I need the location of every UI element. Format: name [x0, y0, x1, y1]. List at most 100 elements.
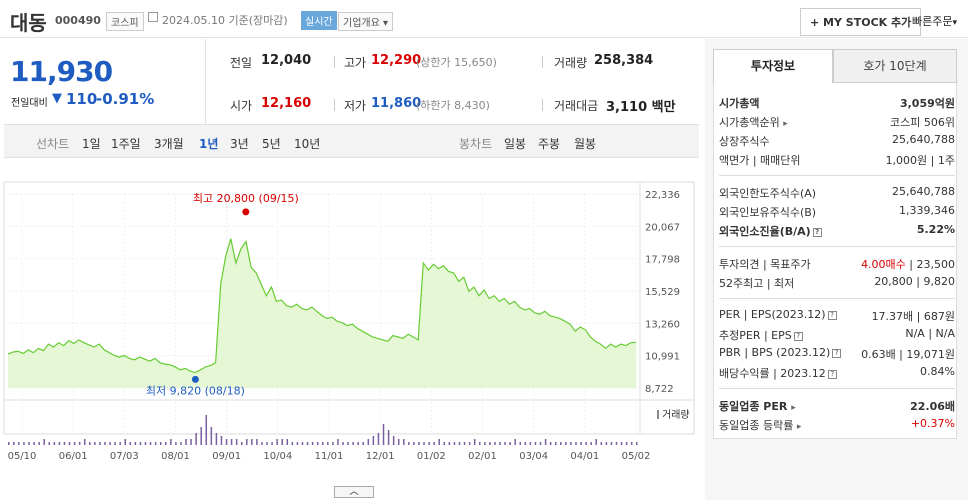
volume-bar: [53, 442, 56, 445]
volume-bar: [240, 442, 243, 445]
week52-label: 52주최고 | 최저: [719, 277, 795, 290]
volume-bar: [418, 442, 420, 445]
volume-bar: [261, 442, 263, 445]
x-tick-label: 12/01: [366, 451, 395, 462]
volume-bar: [489, 442, 491, 445]
chevron-right-icon: ▸: [796, 422, 802, 432]
volume-bar: [509, 442, 511, 445]
tab-hoga-10[interactable]: 호가 10단계: [833, 49, 957, 83]
realtime-button[interactable]: 실시간: [301, 11, 337, 30]
volume-bar: [468, 442, 471, 445]
chevron-down-icon: ▾: [952, 18, 958, 28]
volume-bar: [266, 442, 268, 445]
candle-chart-label: 봉차트: [459, 137, 493, 151]
pbr-row: PBR | BPS (2023.12)? 0.63배 | 19,071원: [719, 346, 955, 364]
y-tick-label: 10,991: [645, 352, 680, 363]
volume-bar: [438, 439, 440, 445]
tab-invest-info[interactable]: 투자정보: [713, 49, 833, 83]
week52-row: 52주최고 | 최저 20,800 | 9,820: [719, 275, 955, 293]
sector-rate-row[interactable]: 동일업종 등락률 ▸ +0.37%: [719, 417, 955, 435]
volume-bar: [301, 442, 304, 445]
sector-rate-value: +0.37%: [910, 417, 955, 430]
volume-bar: [185, 439, 187, 445]
chart-collapse-button[interactable]: ︿: [334, 486, 374, 498]
line-chart-label: 선차트: [36, 137, 70, 151]
change-percent: -0.91%: [96, 90, 155, 108]
volume-bar: [625, 442, 628, 445]
period-1d[interactable]: 1일: [82, 137, 101, 151]
x-tick-label: 03/04: [519, 451, 548, 462]
volume-bar: [504, 442, 506, 445]
volume-bar: [382, 424, 385, 445]
help-icon[interactable]: ?: [827, 370, 837, 379]
overview-label: 기업개요: [343, 18, 380, 29]
separator: [334, 56, 335, 68]
volume-bar: [484, 442, 486, 445]
dividend-value: 0.84%: [920, 365, 955, 378]
amount-value: 3,110 백만: [606, 100, 676, 115]
company-overview-dropdown[interactable]: 기업개요 ▾: [338, 12, 394, 31]
help-icon[interactable]: ?: [793, 332, 803, 341]
volume-bar: [443, 442, 446, 445]
volume-bar: [372, 436, 375, 445]
period-5y[interactable]: 5년: [262, 137, 281, 151]
volume-bar: [170, 439, 172, 445]
volume-bar: [205, 415, 208, 445]
per-value: 17.37배 | 687원: [871, 310, 955, 323]
per-label: PER | EPS(2023.12): [719, 308, 826, 321]
foreign-limit-row: 외국인한도주식수(A) 25,640,788: [719, 185, 955, 203]
y-tick-label: 17,798: [645, 255, 680, 266]
volume-bars: [8, 415, 638, 445]
period-3m[interactable]: 3개월: [154, 137, 184, 151]
volume-bar: [458, 442, 461, 445]
volume-bar: [595, 439, 597, 445]
cap-rank-row[interactable]: 시가총액순위 ▸ 코스피 506위: [719, 114, 955, 132]
volume-bar: [539, 442, 542, 445]
stock-header: 대동 000490 코스피 2024.05.10 기준(장마감) 실시간 기업개…: [0, 0, 968, 38]
volume-bar: [99, 442, 101, 445]
volume-bar: [544, 439, 547, 445]
volume-legend-swatch: [657, 410, 659, 419]
candle-weekly[interactable]: 주봉: [538, 137, 561, 151]
price-chart[interactable]: 22,336 20,067 17,798 15,529 13,260 10,991 8,72…: [0, 158, 700, 500]
x-tick-label: 07/03: [110, 451, 139, 462]
low-value: 11,860: [371, 96, 422, 111]
period-10y[interactable]: 10년: [294, 137, 321, 151]
opinion-value: 4.00매수: [861, 258, 906, 271]
period-3y[interactable]: 3년: [230, 137, 249, 151]
volume-bar: [124, 439, 126, 445]
stock-code: 000490: [55, 14, 101, 27]
help-icon[interactable]: ?: [832, 349, 842, 358]
volume-bar: [220, 436, 223, 445]
volume-bar: [433, 442, 435, 445]
volume-bar: [286, 439, 289, 445]
volume-bar: [78, 442, 81, 445]
volume-bar: [453, 442, 456, 445]
volume-bar: [332, 442, 334, 445]
quick-order-button[interactable]: 빠른주문▾: [912, 13, 957, 29]
foreign-ratio-label: 외국인소진율(B/A): [719, 225, 811, 238]
y-tick-label: 8,722: [645, 384, 674, 395]
par-label: 액면가 | 매매단위: [719, 154, 801, 167]
est-per-label: 추정PER | EPS: [719, 329, 792, 342]
candle-monthly[interactable]: 월봉: [574, 137, 597, 151]
period-1y[interactable]: 1년: [199, 137, 219, 151]
volume-bar: [154, 442, 157, 445]
right-panel: 투자정보 호가 10단계 시가총액 3,059억원 시가총액순위 ▸ 코스피 506…: [705, 39, 968, 500]
lower-limit: (하한가 8,430): [416, 99, 490, 112]
period-1w[interactable]: 1주일: [111, 137, 141, 151]
help-icon[interactable]: ?: [812, 228, 822, 237]
my-stock-add-button[interactable]: + MY STOCK 추가: [800, 8, 922, 36]
high-marker: [242, 208, 250, 216]
divider: [205, 39, 206, 124]
high-annotation: 최고 20,800 (09/15): [193, 192, 299, 205]
help-icon[interactable]: ?: [827, 311, 837, 320]
dividend-label: 배당수익률 | 2023.12: [719, 367, 826, 380]
volume-bar: [448, 442, 451, 445]
foreign-limit-value: 25,640,788: [892, 185, 955, 198]
candle-daily[interactable]: 일봉: [504, 137, 527, 151]
volume-bar: [190, 439, 192, 445]
sector-per-row[interactable]: 동일업종 PER ▸ 22.06배: [719, 398, 955, 416]
volume-bar: [636, 442, 638, 445]
volume-bar: [316, 442, 319, 445]
